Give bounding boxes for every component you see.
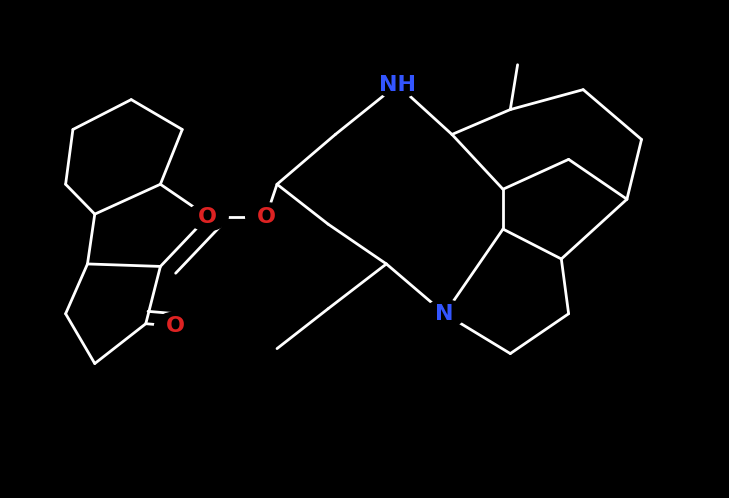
Text: NH: NH xyxy=(379,75,416,95)
Circle shape xyxy=(155,312,195,340)
Text: N: N xyxy=(435,304,454,324)
Circle shape xyxy=(246,203,286,231)
Text: O: O xyxy=(165,316,184,336)
Circle shape xyxy=(424,300,465,328)
Text: O: O xyxy=(198,207,217,227)
Text: O: O xyxy=(257,207,276,227)
Circle shape xyxy=(377,71,418,99)
Circle shape xyxy=(187,203,228,231)
